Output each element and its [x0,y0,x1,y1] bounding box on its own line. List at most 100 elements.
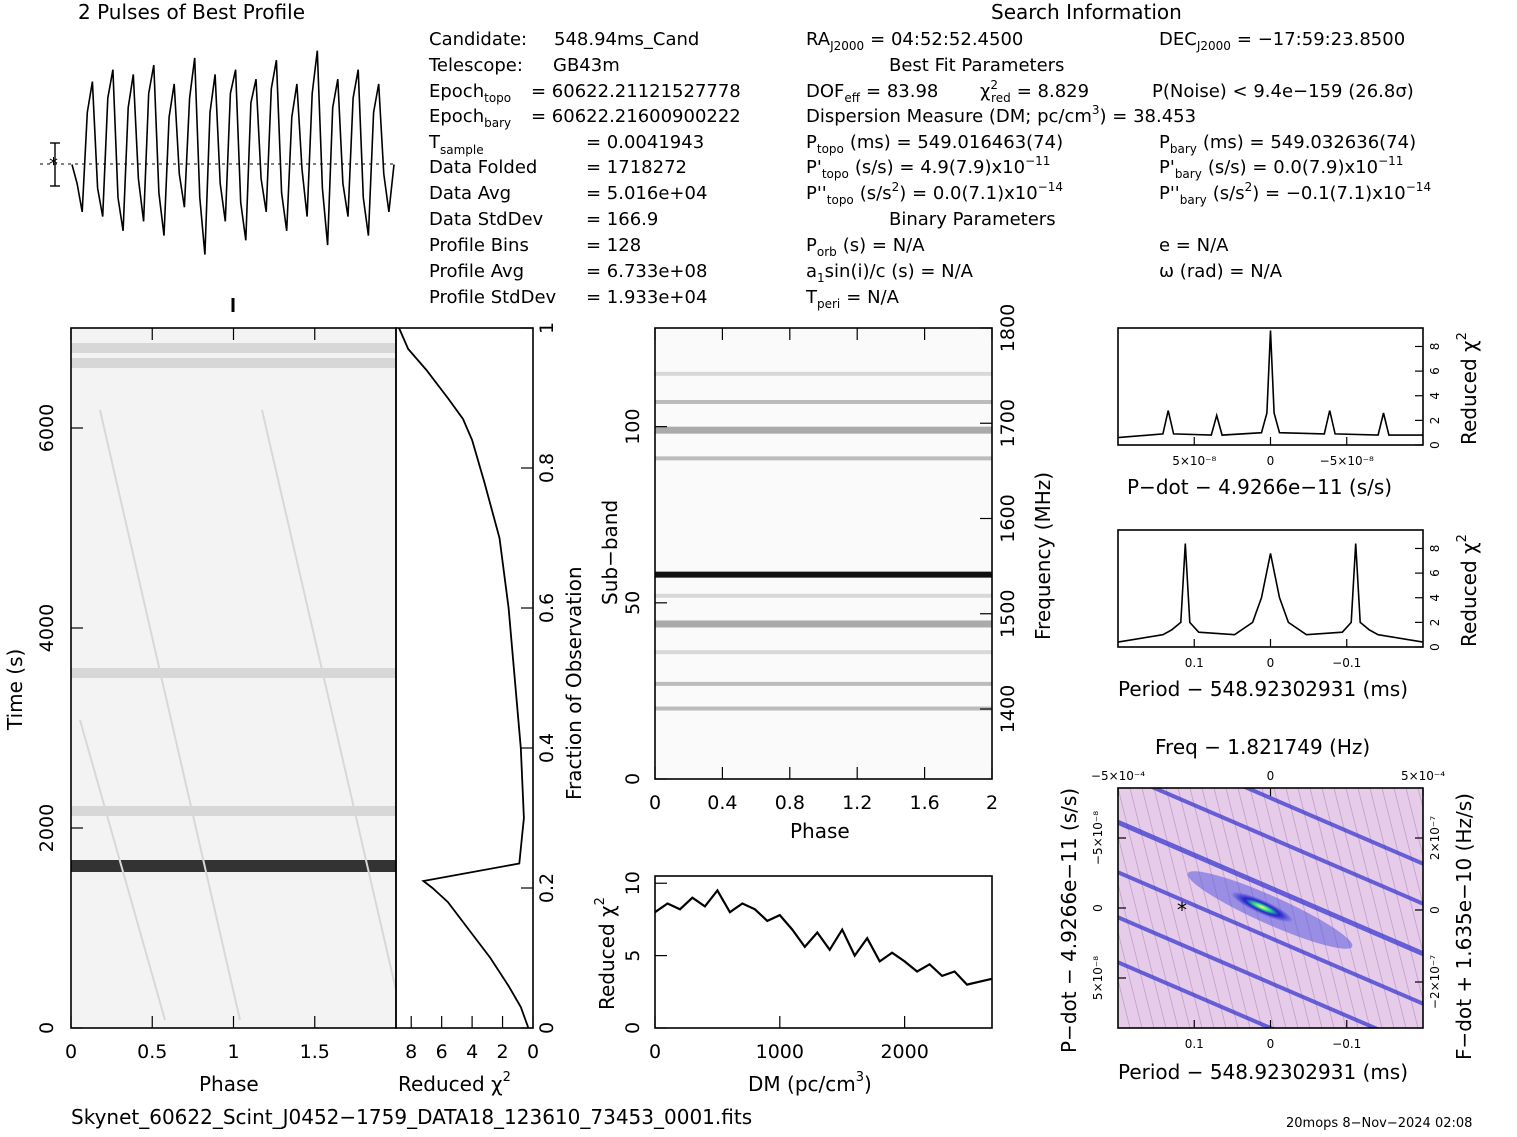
tick-label: 0.5 [137,1041,167,1063]
svg-text:= 166.9: = 166.9 [586,209,658,230]
cf-ylabel: Fraction of Observation [562,566,586,800]
tick-label: 2 [1428,619,1442,627]
tick-label: 6000 [36,404,58,452]
svg-text:P'topo(s/s) = 4.9(7.9)x10−11: P'topo (s/s) = 4.9(7.9)x10−11 [806,154,1050,181]
pdot-xlabel: P−dot − 4.9266e−11 (s/s) [1127,475,1392,499]
tp-ylabel: Time (s) [3,649,27,731]
tick-label: 0.1 [1185,1037,1204,1051]
hatch-line [902,788,962,1028]
svg-text:Telescope:: Telescope: [428,55,523,76]
hatch-line [1309,788,1371,1028]
hatch-line [1141,788,1203,1028]
svg-text:Binary Parameters: Binary Parameters [889,209,1056,230]
tick-label: 50 [622,591,644,615]
tick-label: 0 [1428,643,1442,651]
profile-panel: * [40,50,395,255]
svg-text:= 128: = 128 [586,235,641,256]
hatch-line [926,788,986,1028]
hatch-line [1118,929,1143,1028]
tick-label: −5×10⁻⁸ [1091,811,1105,865]
svg-text:a1sin(i)/c (s) = N/A: a1sin(i)/c (s) = N/A [806,261,974,285]
ppdot-ridge [1149,788,1423,906]
tick-label: 1700 [997,399,1019,447]
subband-band [655,456,992,461]
tick-label: 2 [1428,417,1442,425]
ppdot-ylabel: P−dot − 4.9266e−11 (s/s) [1057,788,1081,1053]
svg-text:ω (rad) = N/A: ω (rad) = N/A [1159,261,1283,282]
tick-label: 1.2 [842,792,872,814]
tick-label: 0.4 [536,733,558,763]
tick-label: 5×10⁻⁸ [1172,454,1216,468]
chi-fraction-line [398,327,530,1029]
tick-label: −0.1 [1332,656,1361,670]
tick-label: 0.4 [707,792,737,814]
svg-text:e = N/A: e = N/A [1159,235,1229,256]
footer-stamp: 20mops 8−Nov−2024 02:08 [1286,1116,1472,1131]
ppdot-ridge [1118,819,1423,957]
tick-label: 2 [986,792,998,814]
time-band [71,668,396,678]
tick-label: 100 [622,409,644,445]
hatch-line [1369,788,1423,1003]
time-phase-bands [71,343,396,872]
time-band-dark [71,860,396,872]
tick-label: 6 [436,1041,448,1063]
ppdot-ylabel-right: F−dot + 1.635e−10 (Hz/s) [1452,793,1476,1060]
hatch-line [878,788,938,1028]
period-panel: 0.1 0 −0.1 0 2 4 6 8 [1117,529,1442,670]
svg-text:Data Avg: Data Avg [429,183,511,204]
tick-label: 0 [622,773,644,785]
svg-text:Best Fit Parameters: Best Fit Parameters [889,55,1064,76]
subband-band [655,571,992,578]
svg-text:Profile Bins: Profile Bins [429,235,529,256]
hatch-line [1153,788,1215,1028]
subband-band [655,650,992,655]
tick-label: 4000 [36,604,58,652]
ppdot-panel: * 0.1 0 −0.1 −5×10⁻⁴ 0 5×10⁻⁴ −5×10⁻⁸ 0 5×10⁻⁸ 2×… [878,769,1517,1051]
hatch-line [1405,788,1423,859]
tick-label: 6 [1428,569,1442,577]
dm-xlabel: DM (pc/cm3) [748,1070,872,1096]
tick-label: 8 [1428,343,1442,351]
ppdot-ridge [1118,915,1381,1028]
hatch-line [974,788,1034,1028]
tick-label: 8 [405,1041,417,1063]
ppdot-ridge [1118,870,1423,1006]
hatch-line [1189,788,1251,1028]
svg-text:P''bary(s/s2) = −0.1(7.1)x10−1: P''bary (s/s2) = −0.1(7.1)x10−14 [1159,180,1431,207]
hatch-line [1177,788,1239,1028]
svg-text:P(Noise) < 9.4e−159 (26.8σ): P(Noise) < 9.4e−159 (26.8σ) [1152,81,1414,102]
svg-text:Epochbary: Epochbary [429,106,511,130]
svg-text:= 60622.21121527778: = 60622.21121527778 [531,81,741,102]
tick-label: 8 [1428,545,1442,553]
hatch-line [1490,788,1517,1028]
svg-text:Profile Avg: Profile Avg [429,261,524,282]
hatch-line [1478,788,1517,1028]
profile-error-bar: * [49,142,60,187]
period-xlabel: Period − 548.92302931 (ms) [1118,677,1408,701]
tick-label: 4 [1428,392,1442,400]
star-icon: * [49,154,58,175]
tick-label: 0 [1267,656,1275,670]
svg-text:= 1.933e+04: = 1.933e+04 [586,287,707,308]
sb-ylabel: Sub−band [598,500,622,605]
tick-label: 5 [622,950,644,962]
tick-label: 1800 [997,304,1019,352]
svg-text:Epochtopo: Epochtopo [429,81,511,105]
hatch-line [1118,833,1167,1028]
tick-label: 0 [1428,441,1442,449]
tick-label: 1 [227,1041,239,1063]
marker-star-icon: * [1177,898,1187,922]
svg-text:Tperi= N/A: Tperi = N/A [805,287,900,311]
tick-label: 0 [1267,454,1275,468]
tick-label: 1600 [997,494,1019,542]
search-parameters: RAJ2000 = 04:52:52.4500 DECJ2000 = −17:59:… [805,29,1431,311]
tick-label: 0.2 [536,873,558,903]
candidate-info: Candidate: 548.94ms_Cand Telescope: GB43… [428,29,741,308]
svg-text:= 6.733e+08: = 6.733e+08 [586,261,707,282]
hatch-line [1297,788,1359,1028]
time-band [71,358,396,368]
svg-text:GB43m: GB43m [553,55,620,76]
tick-label: 1500 [997,590,1019,638]
